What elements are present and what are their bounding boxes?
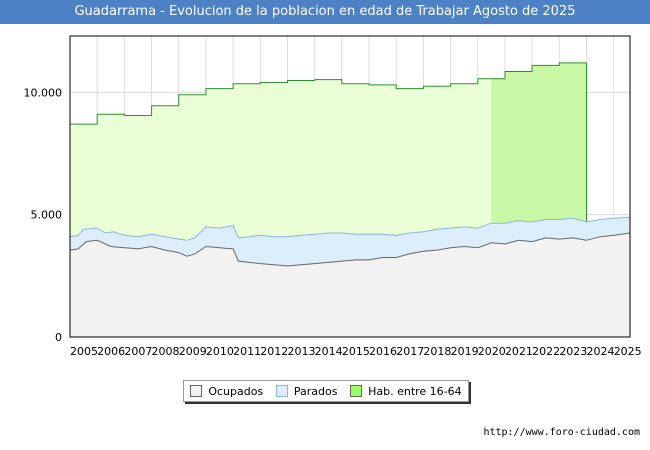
x-tick-label: 2024 xyxy=(587,345,615,358)
x-tick-label: 2013 xyxy=(287,345,315,358)
y-axis: 0 5.000 10.000 xyxy=(24,86,63,344)
parados-swatch xyxy=(275,385,288,397)
x-tick-label: 2007 xyxy=(124,345,152,358)
legend-label-parados: Parados xyxy=(293,384,338,398)
habitantes-swatch xyxy=(350,385,363,397)
x-tick-label: 2010 xyxy=(206,345,234,358)
x-tick-label: 2023 xyxy=(559,345,587,358)
x-tick-label: 2020 xyxy=(478,345,506,358)
x-tick-label: 2014 xyxy=(315,345,343,358)
x-axis: 2005 2006 2007 2008 2009 2010 2011 2012 2013 2014… xyxy=(70,345,642,358)
y-tick-label: 0 xyxy=(55,331,62,344)
parados-line xyxy=(69,216,631,241)
legend-item-ocupados: Ocupados xyxy=(190,385,263,398)
x-tick-label: 2005 xyxy=(70,345,98,358)
x-tick-label: 2018 xyxy=(423,345,451,358)
chart-title: Guadarrama - Evolucion de la poblacion e… xyxy=(0,0,650,24)
x-tick-label: 2017 xyxy=(396,345,424,358)
x-tick-label: 2015 xyxy=(342,345,370,358)
x-tick-label: 2006 xyxy=(97,345,125,358)
source-link[interactable]: http://www.foro-ciudad.com xyxy=(483,427,640,438)
legend: Ocupados Parados Hab. entre 16-64 xyxy=(183,380,469,402)
x-tick-label: 2022 xyxy=(532,345,560,358)
x-tick-label: 2016 xyxy=(369,345,397,358)
x-tick-label: 2019 xyxy=(451,345,479,358)
plot-frame xyxy=(69,35,631,338)
ocupados-area xyxy=(70,233,630,337)
y-tick-label: 5.000 xyxy=(31,209,63,222)
series-lines xyxy=(69,62,631,267)
x-tick-label: 2008 xyxy=(152,345,180,358)
legend-item-parados: Parados xyxy=(275,384,338,398)
x-tick-label: 2021 xyxy=(505,345,533,358)
legend-label-ocupados: Ocupados xyxy=(208,384,264,398)
series-areas xyxy=(70,62,630,338)
x-tick-label: 2012 xyxy=(260,345,288,358)
x-tick-label: 2009 xyxy=(179,345,207,358)
ocupados-swatch xyxy=(190,385,203,397)
y-tick-label: 10.000 xyxy=(24,86,63,99)
ocupados-line xyxy=(69,232,631,267)
habitantes-line xyxy=(70,62,587,222)
x-tick-label: 2011 xyxy=(233,345,261,358)
x-tick-label: 2025 xyxy=(614,345,642,358)
legend-label-habitantes: Hab. entre 16-64 xyxy=(368,384,462,398)
legend-item-habitantes: Hab. entre 16-64 xyxy=(350,385,462,398)
